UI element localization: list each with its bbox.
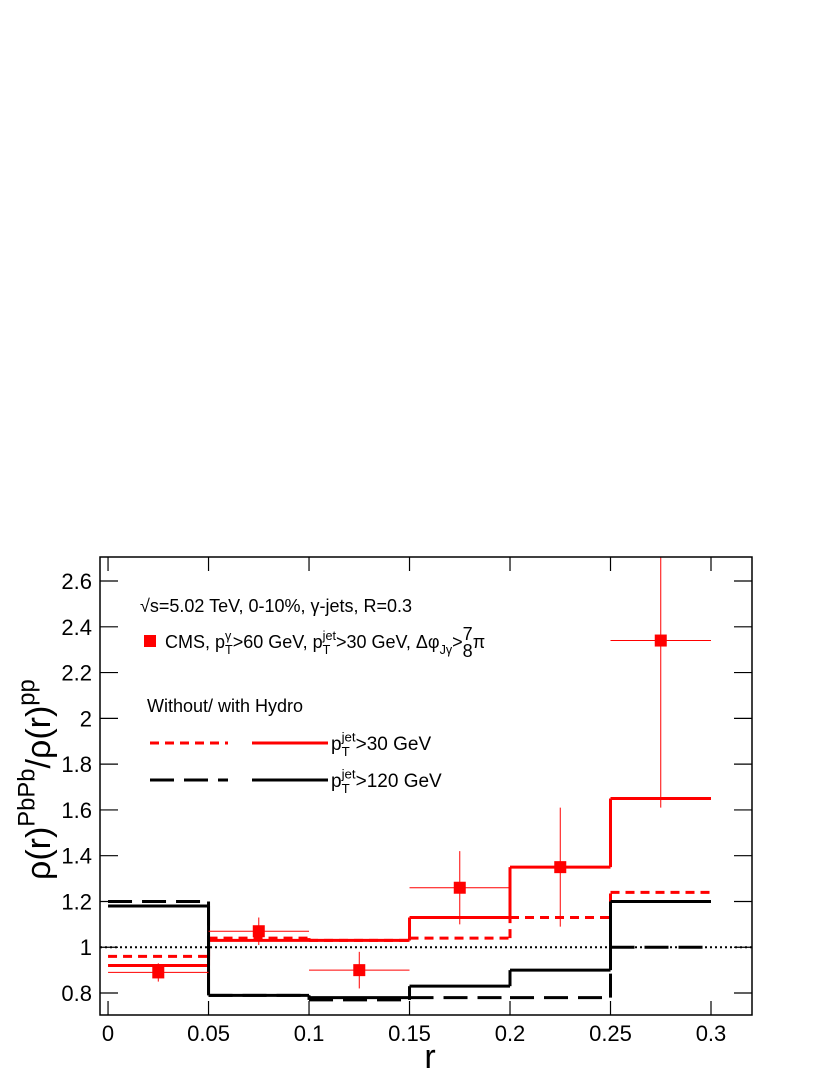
legend-label: p [331,771,342,792]
x-tick-label: 0.1 [294,1021,325,1046]
legend-label: jet [341,729,356,744]
legend-label: >60 GeV, p [233,632,323,652]
y-tick-label: 1 [80,935,92,960]
y-tick-label: 2 [80,706,92,731]
legend-marker [144,635,156,647]
y-tick-label: 0.8 [61,981,92,1006]
data-point [353,964,366,977]
legend-label: 8 [463,641,473,661]
legend-label: >30 GeV, Δφ [336,632,440,652]
x-tick-label: 0 [102,1021,114,1046]
y-axis-label: ρ(r)PbPb/ρ(r)pp [14,679,58,880]
x-axis-label: r [424,1038,435,1075]
plot-area [100,557,752,1002]
y-tick-label: 2.2 [61,661,92,686]
legend-label: jet [341,766,356,781]
data-point [453,881,466,894]
legend-title: Without/ with Hydro [147,696,303,716]
legend-label: T [225,643,233,657]
legend-label: >30 GeV [356,734,432,755]
legend-label: jet [322,629,337,643]
legend-label: p [331,734,342,755]
legend-label: π [473,632,485,652]
legend-label: > [452,632,463,652]
x-tick-label: 0.3 [696,1021,727,1046]
y-tick-label: 1.2 [61,889,92,914]
x-tick-label: 0.2 [495,1021,526,1046]
annotation: √s=5.02 TeV, 0-10%, γ-jets, R=0.3 [140,596,412,616]
y-axis-label-part: /ρ(r) [20,706,58,769]
legend-label: T [342,781,350,796]
y-axis-label-part: PbPb [14,768,41,826]
x-tick-label: 0.05 [187,1021,230,1046]
legend-label: T [342,744,350,759]
y-axis-label-part: pp [14,679,41,705]
y-tick-label: 2.6 [61,569,92,594]
y-tick-label: 1.4 [61,844,92,869]
legend-label: Jγ [440,643,453,657]
y-axis-label-part: ρ(r) [20,827,58,880]
legend-label: γ [225,629,232,643]
data-point [152,966,165,979]
legend-label: T [323,643,331,657]
frame [99,556,753,1016]
x-tick-label: 0.25 [589,1021,632,1046]
legend-label: CMS, p [165,632,225,652]
data-point [252,925,265,938]
legend-label: 7 [463,624,473,644]
y-tick-label: 2.4 [61,615,92,640]
y-tick-label: 1.6 [61,798,92,823]
legend-label: >120 GeV [356,771,442,792]
y-tick-label: 1.8 [61,752,92,777]
x-tick-label: 0.15 [388,1021,431,1046]
data-point [654,634,667,647]
data-point [554,861,567,874]
